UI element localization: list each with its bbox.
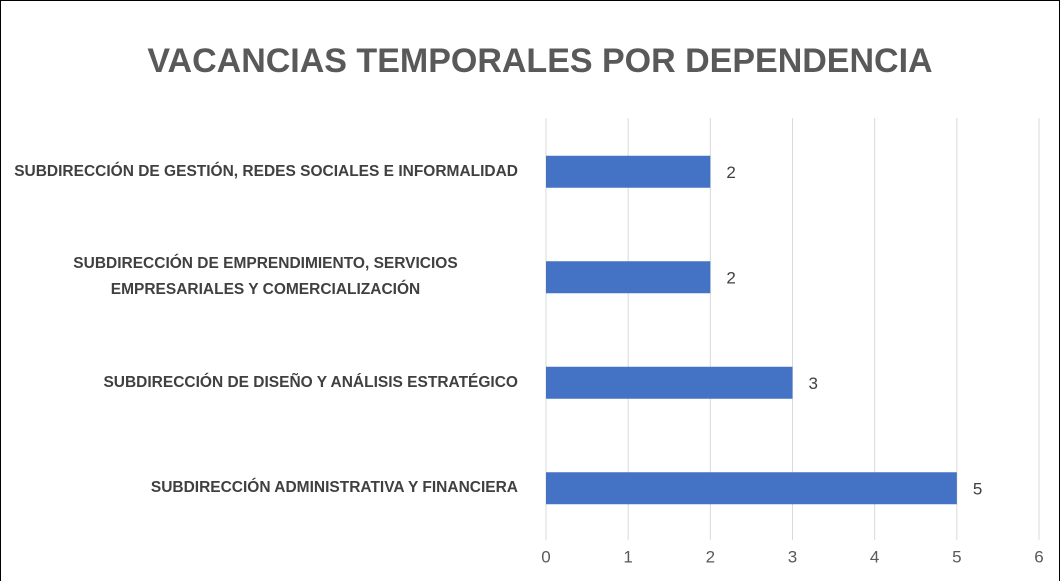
x-tick-label: 6 bbox=[1034, 547, 1043, 566]
x-tick-label: 1 bbox=[623, 547, 632, 566]
data-label: 2 bbox=[726, 163, 735, 182]
x-tick-label: 5 bbox=[952, 547, 961, 566]
chart-title: VACANCIAS TEMPORALES POR DEPENDENCIA bbox=[147, 42, 932, 80]
data-label: 3 bbox=[809, 374, 818, 393]
category-label: SUBDIRECCIÓN ADMINISTRATIVA Y FINANCIERA bbox=[150, 479, 518, 497]
category-label: SUBDIRECCIÓN DE DISEÑO Y ANÁLISIS ESTRAT… bbox=[103, 373, 518, 391]
data-label: 2 bbox=[726, 269, 735, 288]
bar bbox=[546, 261, 711, 294]
x-tick-label: 0 bbox=[541, 547, 550, 566]
bar bbox=[546, 366, 793, 399]
bar bbox=[546, 472, 957, 505]
category-label: SUBDIRECCIÓN DE EMPRENDIMIENTO, SERVICIO… bbox=[73, 255, 458, 299]
x-tick-label: 3 bbox=[788, 547, 797, 566]
category-label: SUBDIRECCIÓN DE GESTIÓN, REDES SOCIALES … bbox=[14, 162, 518, 180]
bar bbox=[546, 155, 711, 188]
x-tick-label: 2 bbox=[706, 547, 715, 566]
x-tick-label: 4 bbox=[870, 547, 879, 566]
data-label: 5 bbox=[973, 480, 982, 499]
